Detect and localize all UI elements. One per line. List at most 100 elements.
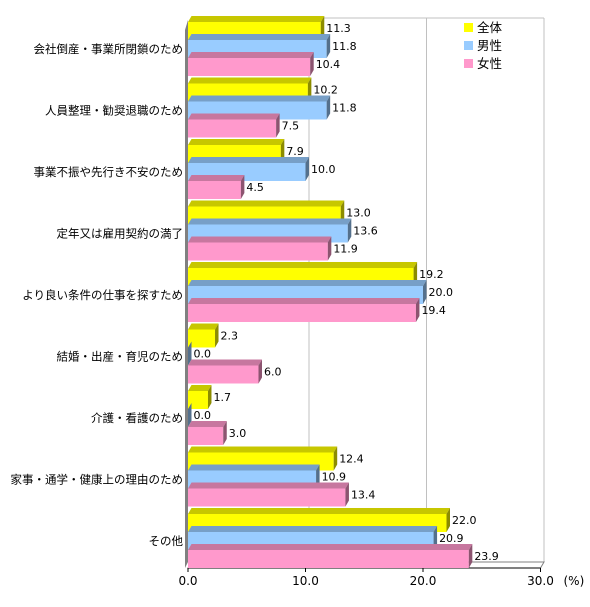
data-label: 11.8	[332, 102, 357, 115]
data-label: 11.9	[333, 243, 358, 256]
data-label: 10.0	[311, 163, 336, 176]
bar-side-face	[333, 446, 338, 471]
x-axis-unit: (%)	[564, 574, 585, 588]
category-label: 家事・通学・健康上の理由のため	[11, 473, 184, 487]
bar-top-face	[188, 482, 349, 489]
category-label: より良い条件の仕事を探すため	[22, 288, 183, 302]
bar-top-face	[188, 359, 262, 366]
x-tick-label: 30.0	[527, 574, 554, 588]
data-label: 13.4	[351, 489, 376, 502]
bar-top-face	[188, 139, 285, 145]
category-label: その他	[149, 534, 184, 548]
bar-side-face	[207, 385, 212, 409]
bar-全体-5	[188, 329, 216, 348]
bar-side-face	[223, 421, 227, 445]
legend-label: 男性	[477, 38, 502, 53]
bar-side-face	[215, 323, 219, 348]
bar-top-face	[188, 157, 309, 163]
bar-side-face	[240, 175, 245, 199]
bar-top-face	[188, 34, 331, 40]
bar-side-face	[310, 52, 314, 76]
bar-top-face	[188, 323, 219, 330]
bar-top-face	[188, 298, 420, 304]
data-label: 11.3	[326, 22, 351, 35]
bar-side-face	[188, 403, 192, 427]
x-tick-label: 20.0	[410, 574, 437, 588]
bar-side-face	[305, 157, 309, 181]
data-label: 20.0	[429, 286, 454, 299]
bar-side-face	[326, 95, 331, 120]
data-label: 7.9	[286, 145, 304, 158]
bar-女性-3	[188, 242, 328, 261]
bar-side-face	[423, 280, 427, 304]
bar-top-face	[188, 446, 338, 453]
bar-女性-8	[188, 550, 469, 568]
category-label: 会社倒産・事業所閉鎖のため	[34, 42, 184, 56]
data-label: 20.9	[439, 532, 464, 545]
bar-女性-4	[188, 304, 416, 322]
bar-side-face	[415, 298, 420, 322]
bar-side-face	[327, 236, 332, 261]
bar-top-face	[188, 175, 245, 181]
bar-女性-6	[188, 427, 224, 445]
bar-top-face	[188, 262, 418, 268]
data-label: 2.3	[221, 330, 239, 343]
bar-top-face	[188, 113, 280, 120]
category-label: 事業不振や先行き不安のため	[34, 165, 184, 179]
bar-top-face	[188, 200, 345, 207]
bar-side-face	[347, 218, 352, 243]
data-label: 12.4	[339, 453, 364, 466]
bar-side-face	[446, 508, 450, 532]
data-label: 0.0	[194, 348, 212, 361]
data-label: 0.0	[194, 409, 212, 422]
bar-全体-6	[188, 391, 208, 409]
bar-女性-0	[188, 58, 311, 76]
bar-top-face	[188, 280, 427, 286]
data-label: 6.0	[264, 366, 282, 379]
bar-女性-5	[188, 365, 259, 384]
data-label: 1.7	[213, 391, 231, 404]
bar-side-face	[326, 34, 331, 58]
bar-女性-1	[188, 119, 277, 138]
category-label: 人員整理・勧奨退職のため	[45, 104, 183, 118]
data-label: 11.8	[332, 40, 357, 53]
data-label: 10.4	[316, 58, 341, 71]
bar-side-face	[276, 113, 280, 138]
plot-left-wall	[185, 20, 188, 568]
data-label: 13.6	[353, 225, 378, 238]
bar-side-face	[468, 544, 473, 568]
bar-top-face	[188, 385, 212, 391]
data-label: 10.9	[322, 471, 347, 484]
legend-label: 女性	[477, 56, 502, 71]
bar-side-face	[258, 359, 262, 384]
bar-女性-2	[188, 181, 241, 199]
bar-top-face	[188, 544, 473, 550]
data-label: 23.9	[474, 550, 499, 563]
bar-top-face	[188, 421, 227, 427]
legend-label: 全体	[477, 20, 503, 35]
bar-top-face	[188, 52, 314, 58]
bar-top-face	[188, 16, 325, 22]
bar-side-face	[345, 482, 349, 507]
bar-top-face	[188, 218, 352, 225]
category-label: 結婚・出産・育児のため	[57, 350, 184, 364]
bar-top-face	[188, 236, 332, 243]
data-label: 22.0	[452, 514, 477, 527]
bar-top-face	[188, 526, 438, 532]
legend-swatch	[464, 23, 473, 32]
data-label: 10.2	[313, 84, 338, 97]
bar-top-face	[188, 77, 312, 84]
data-label: 19.2	[419, 268, 444, 281]
category-label: 介護・看護のため	[91, 411, 183, 425]
data-label: 4.5	[246, 181, 264, 194]
x-tick-label: 0.0	[178, 574, 197, 588]
data-label: 3.0	[229, 427, 247, 440]
bar-女性-7	[188, 488, 346, 507]
data-label: 13.0	[346, 207, 371, 220]
legend-swatch	[464, 59, 473, 68]
bar-top-face	[188, 95, 331, 102]
data-label: 7.5	[282, 120, 300, 133]
category-label: 定年又は雇用契約の満了	[57, 227, 184, 241]
